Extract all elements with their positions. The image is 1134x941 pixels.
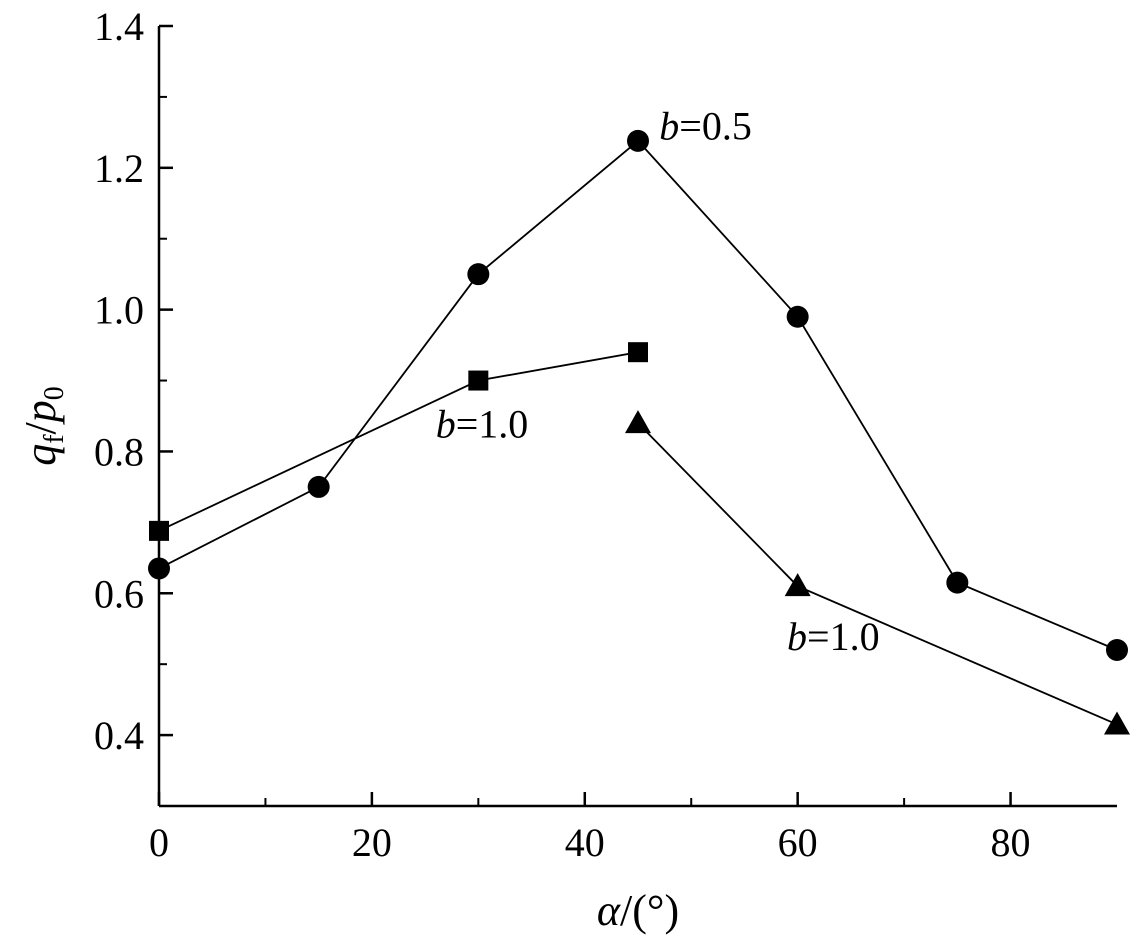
y-tick-label: 1.2 bbox=[94, 146, 144, 191]
series-annotation: b=1.0 bbox=[787, 614, 880, 659]
annotations: b=0.5 b=1.0 b=1.0 bbox=[436, 103, 880, 659]
data-point bbox=[946, 571, 969, 594]
y-tick-label: 0.8 bbox=[94, 429, 144, 474]
series-layer bbox=[148, 129, 1130, 735]
x-tick-label: 80 bbox=[991, 820, 1031, 865]
data-point bbox=[627, 129, 649, 152]
series-circle bbox=[148, 129, 1128, 661]
y-tick-label: 1.0 bbox=[94, 288, 144, 333]
data-point bbox=[1106, 639, 1128, 661]
x-tick-label: 60 bbox=[778, 820, 818, 865]
x-tick-label: 20 bbox=[352, 820, 392, 865]
series-square bbox=[149, 342, 648, 541]
y-axis-title: qf/p0 bbox=[16, 386, 70, 466]
data-point bbox=[468, 370, 489, 391]
data-point bbox=[467, 263, 490, 286]
x-tick-label: 40 bbox=[565, 820, 605, 865]
y-tick-label: 0.4 bbox=[94, 713, 144, 758]
series-line bbox=[158, 139, 1118, 651]
data-point bbox=[628, 342, 648, 363]
series-line bbox=[158, 351, 639, 532]
y-tick-label: 1.4 bbox=[94, 4, 144, 49]
series-annotation: b=1.0 bbox=[436, 401, 529, 446]
series-triangle bbox=[625, 410, 1130, 735]
data-point bbox=[1104, 711, 1130, 735]
data-point bbox=[307, 475, 330, 498]
data-point bbox=[148, 557, 170, 580]
data-point bbox=[625, 410, 651, 434]
x-tick-label: 0 bbox=[149, 820, 169, 865]
data-point bbox=[786, 305, 809, 328]
series-annotation: b=0.5 bbox=[659, 103, 752, 148]
data-point bbox=[784, 573, 811, 597]
data-point bbox=[149, 520, 169, 541]
axes: 0 20 40 60 80 0.4 0.6 0.8 1.0 1.2 1.4 bbox=[94, 4, 1117, 865]
x-axis-title: α/(°) bbox=[597, 886, 679, 935]
series-line bbox=[637, 422, 1118, 726]
axis-titles: α/(°) qf/p0 bbox=[16, 386, 679, 935]
y-tick-label: 0.6 bbox=[94, 571, 144, 616]
